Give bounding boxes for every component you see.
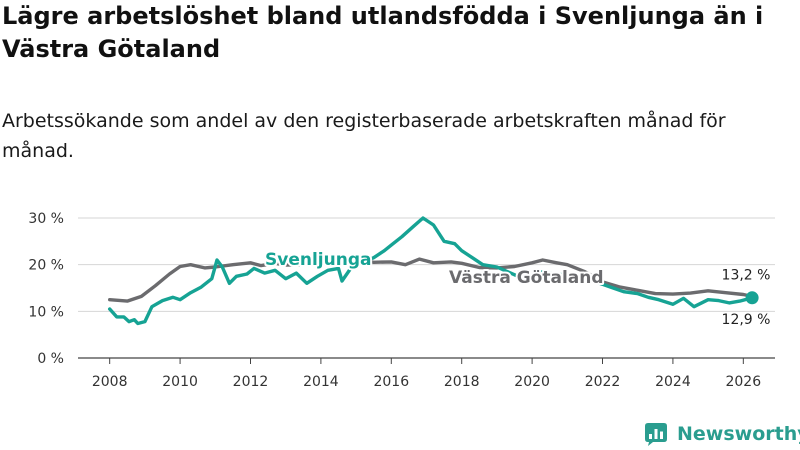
chart-title: Lägre arbetslöshet bland utlandsfödda i … (2, 2, 764, 63)
x-tick-label: 2010 (162, 374, 198, 390)
y-tick-label: 30 % (28, 211, 64, 227)
x-tick-label: 2014 (303, 374, 339, 390)
y-tick-label: 20 % (28, 258, 64, 274)
series-labels: 13,2 % 12,9 % Svenljunga Västra Götaland (263, 248, 771, 328)
x-tick-label: 2020 (514, 374, 550, 390)
svenljunga-end-point (745, 291, 759, 305)
y-tick-label: 0 % (37, 351, 64, 367)
vastra-gotaland-end-label: 13,2 % (722, 267, 771, 283)
chart-subtitle: Arbetssökande som andel av den registerb… (2, 110, 726, 162)
x-tick-label: 2018 (444, 374, 480, 390)
svenljunga-series-label: Svenljunga (265, 250, 371, 270)
y-tick-label: 10 % (28, 304, 64, 320)
x-tick-label: 2012 (233, 374, 269, 390)
newsworthy-brand: Newsworthy (644, 420, 800, 448)
vastra-gotaland-series-label: Västra Götaland (449, 268, 604, 288)
brand-name: Newsworthy (677, 423, 800, 445)
series-lines (108, 216, 759, 326)
x-tick-label: 2024 (655, 374, 691, 390)
newsworthy-logo-icon (645, 423, 667, 446)
x-tick-label: 2022 (585, 374, 621, 390)
x-tick-label: 2008 (92, 374, 128, 390)
axes: 0 % 10 % 20 % 30 % 2008 2010 2012 2014 2016 2018 2… (28, 211, 775, 390)
series-line-v-stra-g-taland (108, 257, 754, 303)
svenljunga-end-label: 12,9 % (722, 312, 771, 328)
series-line-svenljunga (108, 216, 754, 326)
x-tick-label: 2016 (373, 374, 409, 390)
x-tick-label: 2026 (725, 374, 761, 390)
